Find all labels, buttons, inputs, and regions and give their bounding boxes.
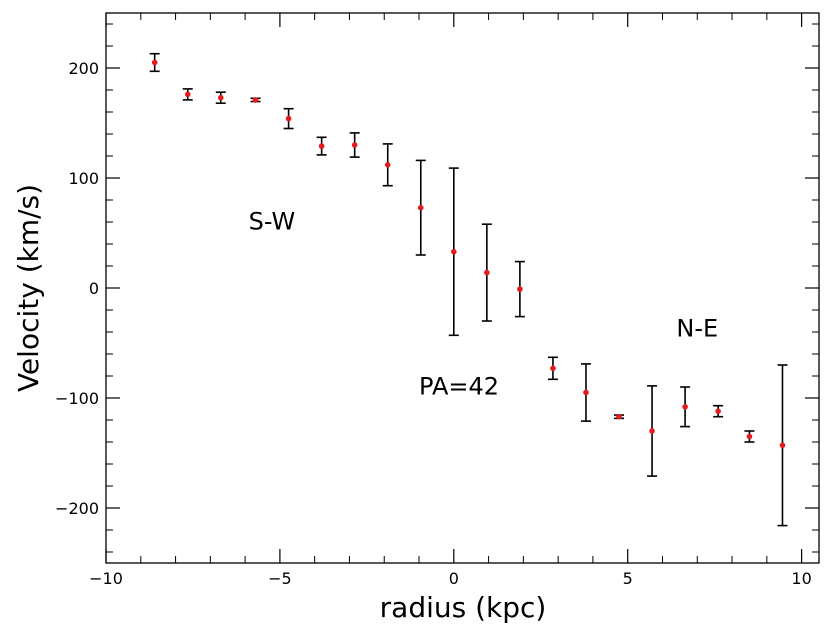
data-point [484,269,490,276]
x-tick-label: 10 [791,569,811,588]
minor-ticks [106,13,819,563]
annotations: S-W PA=42 N-E [249,208,719,401]
data-point [318,143,325,149]
data-point [746,433,753,440]
x-tick-label: −10 [89,569,123,588]
annotation-label: S-W [249,208,296,236]
y-tick-label: −200 [55,499,99,518]
y-tick-label: 100 [68,169,99,188]
data-point [550,365,556,372]
x-axis-label: radius (kpc) [380,591,547,624]
error-bars [149,52,788,527]
data-point [715,408,721,415]
data-point [517,286,523,292]
data-point [252,97,259,103]
y-tick-label: 0 [89,279,99,298]
major-ticks [105,13,819,563]
x-tick-label: −5 [268,569,292,588]
y-axis-label: Velocity (km/s) [12,184,45,392]
y-tick-labels: −200 −100 0 100 200 [55,59,99,518]
data-point [217,94,224,101]
x-tick-labels: −10 −5 0 5 10 [89,569,812,588]
data-point [616,413,622,420]
annotation-label: N-E [676,314,718,342]
plot-frame [105,12,820,564]
data-point [779,442,786,449]
data-point [649,428,655,434]
x-tick-label: 5 [623,569,633,588]
data-point [351,142,358,148]
data-point [583,389,589,396]
y-tick-label: 200 [68,59,99,78]
annotation-label: PA=42 [419,373,499,401]
data-point [384,162,391,168]
data-point [184,91,191,98]
data-points [151,59,786,449]
data-point [682,404,688,410]
y-tick-label: −100 [55,389,99,408]
x-tick-label: 0 [449,569,459,588]
data-point [285,115,292,122]
data-point [417,204,424,211]
data-point [451,248,457,255]
data-point [151,59,158,66]
